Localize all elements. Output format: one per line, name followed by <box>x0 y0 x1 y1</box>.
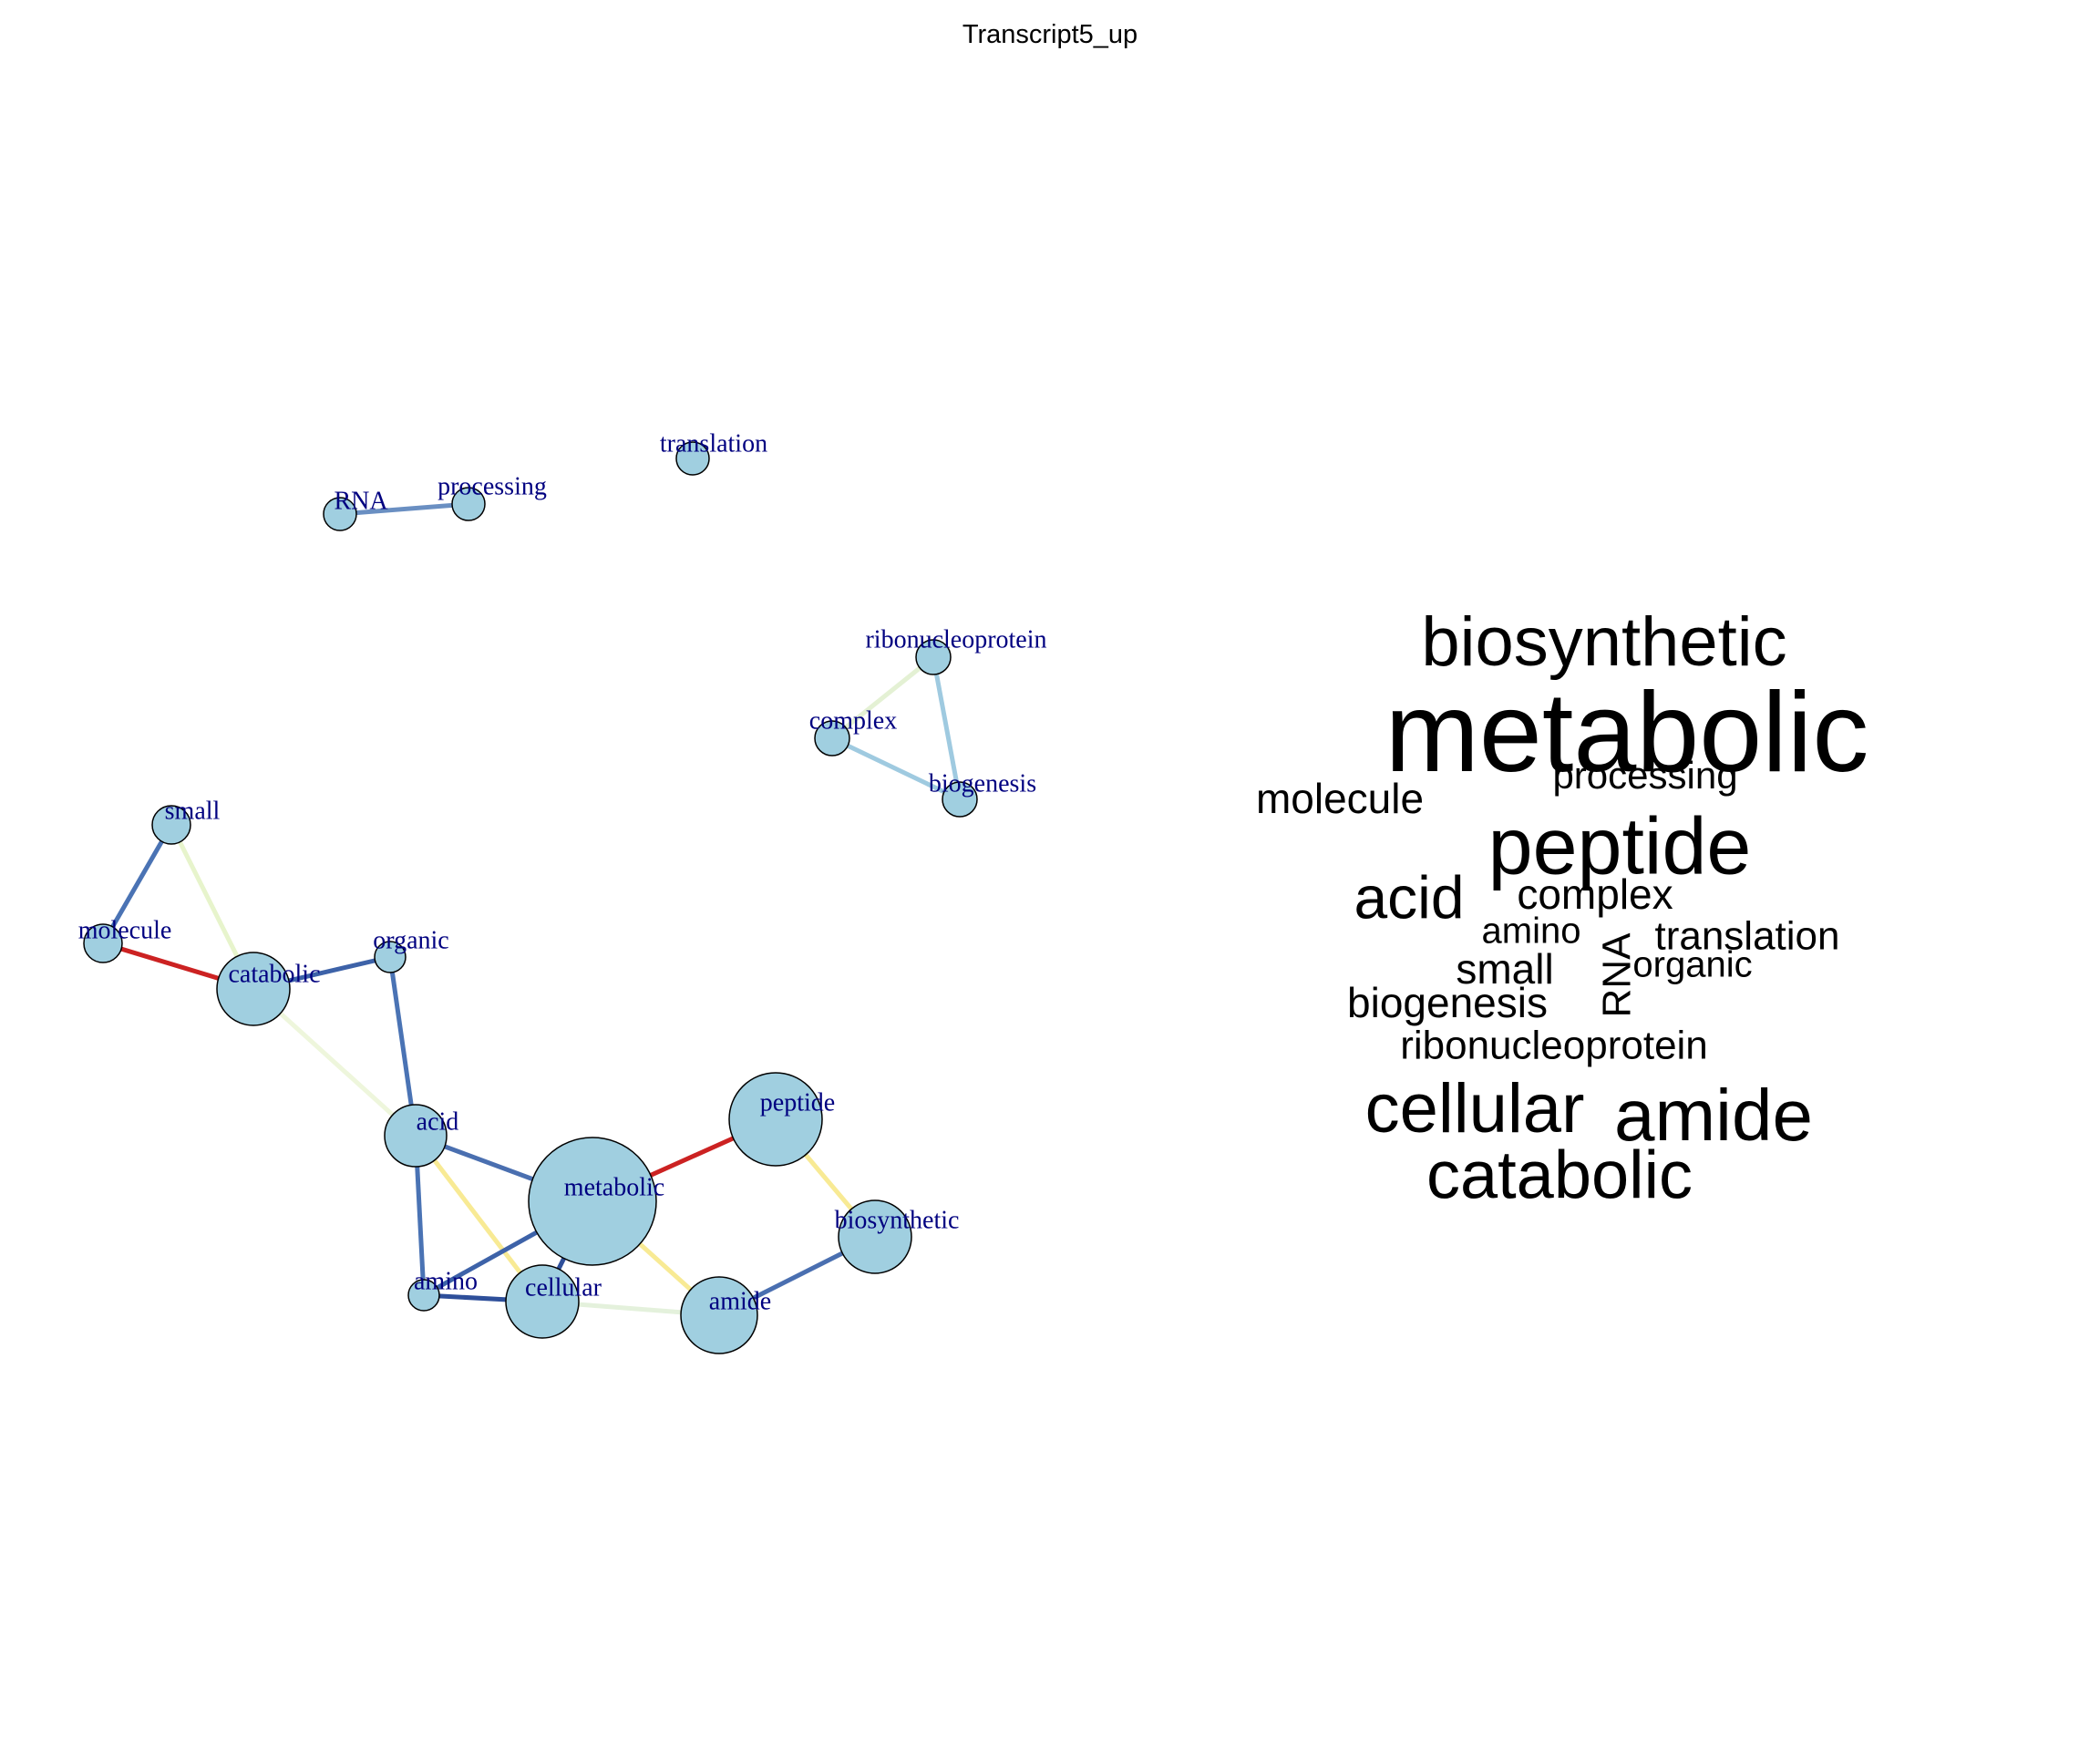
node-organic <box>374 941 407 973</box>
cloud-word-amide: amide <box>1614 1075 1813 1156</box>
node-cellular <box>505 1264 580 1339</box>
plot-title: Transcript5_up <box>962 20 1138 49</box>
cloud-word-metabolic: metabolic <box>1385 670 1869 796</box>
edge-complex-biogenesis <box>830 736 962 802</box>
cloud-word-biogenesis: biogenesis <box>1347 979 1548 1026</box>
cloud-word-cellular: cellular <box>1365 1070 1585 1148</box>
node-amino <box>407 1279 440 1312</box>
network-labels: RNA processing translation ribonucleoprotei… <box>78 429 1047 1315</box>
node-label-small: small <box>165 797 221 825</box>
node-acid <box>384 1104 448 1168</box>
node-translation <box>675 441 710 476</box>
node-label-biosynthetic: biosynthetic <box>835 1206 960 1234</box>
cloud-word-RNA: RNA <box>1595 932 1640 1018</box>
node-processing <box>451 487 486 521</box>
node-label-catabolic: catabolic <box>228 960 320 988</box>
node-molecule <box>83 923 123 963</box>
node-amide <box>680 1276 758 1354</box>
node-label-amide: amide <box>709 1287 771 1315</box>
cloud-word-complex: complex <box>1517 870 1673 918</box>
node-label-translation: translation <box>660 429 767 458</box>
node-label-metabolic: metabolic <box>564 1173 664 1201</box>
cloud-word-acid: acid <box>1354 863 1464 931</box>
node-label-ribonucleoprotein: ribonucleoprotein <box>865 625 1046 654</box>
cloud-word-processing: processing <box>1552 754 1737 797</box>
node-ribonucleoprotein <box>915 639 952 675</box>
node-small <box>151 805 191 845</box>
edge-ribonucleoprotein-complex <box>830 655 935 740</box>
node-metabolic <box>528 1137 657 1266</box>
network-nodes <box>83 441 978 1354</box>
edge-ribonucleoprotein-biogenesis <box>931 656 962 800</box>
node-catabolic <box>216 952 291 1026</box>
node-label-cellular: cellular <box>525 1273 602 1302</box>
edge-RNA-processing <box>339 501 469 517</box>
node-label-acid: acid <box>417 1107 459 1136</box>
cloud-word-ribonucleoprotein: ribonucleoprotein <box>1400 1024 1708 1068</box>
edge-small-molecule <box>100 823 174 945</box>
node-label-biogenesis: biogenesis <box>929 769 1036 798</box>
node-RNA <box>323 497 357 531</box>
cloud-word-organic: organic <box>1632 945 1752 985</box>
node-label-complex: complex <box>809 706 897 735</box>
node-label-amino: amino <box>414 1267 478 1295</box>
node-biogenesis <box>942 781 978 818</box>
node-label-processing: processing <box>438 472 547 500</box>
cloud-word-catabolic: catabolic <box>1426 1138 1693 1213</box>
node-peptide <box>728 1072 823 1167</box>
node-label-molecule: molecule <box>78 916 172 944</box>
node-label-RNA: RNA <box>334 487 388 515</box>
cloud-word-amino: amino <box>1482 911 1581 952</box>
node-complex <box>814 720 850 757</box>
cloud-word-translation: translation <box>1654 914 1839 959</box>
cloud-word-small: small <box>1456 945 1553 993</box>
node-biosynthetic <box>838 1199 912 1274</box>
node-label-organic: organic <box>373 926 448 954</box>
cloud-word-peptide: peptide <box>1488 800 1752 890</box>
cloud-word-molecule: molecule <box>1256 775 1424 822</box>
node-label-peptide: peptide <box>760 1088 835 1117</box>
cloud-word-biosynthetic: biosynthetic <box>1421 603 1786 681</box>
